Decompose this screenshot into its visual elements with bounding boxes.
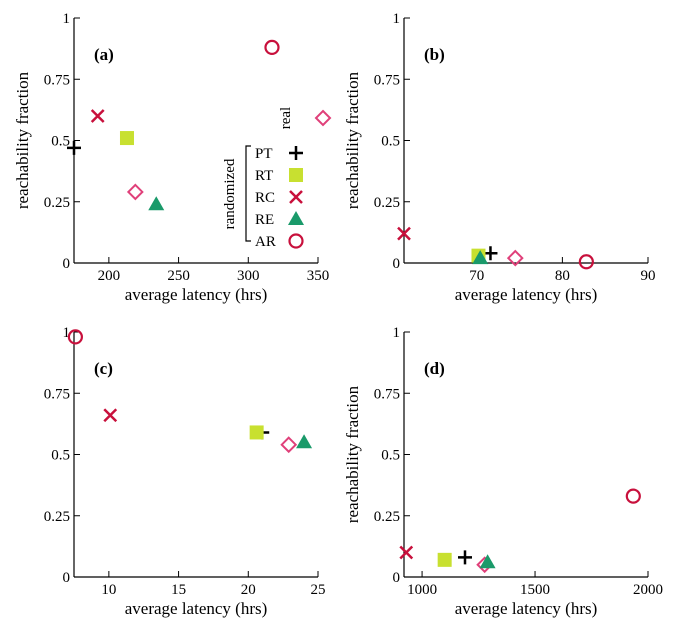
y-tick-label: 0.25 [44,509,70,525]
data-point-real [280,436,298,454]
y-tick-label: 0.25 [44,195,70,211]
x-tick-label: 25 [311,582,326,598]
x-tick-label: 70 [469,268,484,284]
x-tick-label: 200 [98,268,121,284]
x-tick-label: 1000 [407,582,437,598]
y-tick-label: 0.75 [374,72,400,88]
y-tick-label: 0.75 [44,72,70,88]
legend: real randomized PT RT RC RE AR [222,107,332,250]
legend-marker-re [288,211,304,225]
x-tick-label: 10 [101,582,116,598]
data-point-ar [578,254,594,270]
x-tick-label: 20 [241,582,256,598]
data-point-pt [458,550,472,565]
x-tick-label: 15 [171,582,186,598]
y-tick-label: 0.75 [374,386,400,402]
x-tick-label: 1500 [520,582,550,598]
data-point-rc [103,408,118,423]
x-tick-label: 300 [237,268,260,284]
chart-panel: 0 0.25 0.5 0.75 1 10 15 20 25 average latency (hr… [44,325,326,618]
data-point-ar [264,39,280,56]
y-tick-label: 1 [393,325,401,341]
legend-item-rt: RT [255,168,273,184]
data-point-real [506,249,524,267]
y-tick-label: 0 [393,256,401,272]
legend-marker-rc [289,190,303,204]
x-tick-label: 80 [555,268,570,284]
y-tick-label: 0.5 [51,448,70,464]
legend-item-rc: RC [255,190,275,206]
chart-panel: 0 0.25 0.5 0.75 1 200 250 300 350 average latency… [13,11,329,304]
data-point-ar [67,329,83,345]
data-point-real [126,183,144,201]
x-axis-label: average latency (hrs) [125,599,268,618]
legend-marker-rt [289,168,303,182]
legend-bracket [245,145,251,242]
y-tick-label: 0 [63,570,71,586]
panel-label: (b) [424,45,445,64]
legend-real-label: real [278,107,294,129]
data-point-pt [67,140,81,155]
data-point-rt [437,552,452,567]
data-point-ar [625,488,641,504]
x-axis-label: average latency (hrs) [455,599,598,618]
panel-label: (a) [94,45,114,64]
y-axis-label: reachability fraction [343,71,362,209]
x-tick-label: 250 [167,268,190,284]
y-tick-label: 1 [63,325,71,341]
legend-marker-pt [289,146,303,160]
data-point-re [472,250,489,265]
y-tick-label: 0 [63,256,71,272]
x-tick-label: 2000 [633,582,663,598]
chart-panel: 0 0.25 0.5 0.75 1 1000 1500 2000 average latency… [343,325,663,618]
y-axis-label: reachability fraction [13,71,32,209]
chart-panel: 0 0.25 0.5 0.75 1 70 80 90 average latency (hrs)… [343,11,656,304]
data-point-pt [483,246,498,261]
data-point-re [479,554,496,569]
x-tick-label: 350 [307,268,330,284]
data-point-rt [119,131,134,146]
data-point-rc [90,109,105,123]
y-axis-label: reachability fraction [343,385,362,523]
data-point-rc [399,545,414,560]
y-tick-label: 1 [393,11,401,27]
y-tick-label: 0.5 [381,448,400,464]
x-axis-label: average latency (hrs) [125,285,268,304]
data-point-re [148,196,165,211]
legend-marker-ar [288,233,304,249]
y-tick-label: 1 [63,11,71,27]
panel-label: (c) [94,359,113,378]
y-tick-label: 0.5 [381,134,400,150]
legend-item-pt: PT [255,146,273,162]
y-tick-label: 0.75 [44,386,70,402]
x-axis-label: average latency (hrs) [455,285,598,304]
x-tick-label: 90 [641,268,656,284]
y-tick-label: 0.25 [374,509,400,525]
panel-label: (d) [424,359,445,378]
y-tick-label: 0.25 [374,195,400,211]
legend-randomized-label: randomized [222,158,238,229]
data-point-re [296,434,313,449]
data-point-rt [249,425,264,440]
legend-marker-real [314,109,332,127]
y-tick-label: 0 [393,570,401,586]
y-tick-label: 0.5 [51,134,70,150]
data-point-rc [397,226,411,241]
legend-item-re: RE [255,212,274,228]
legend-item-ar: AR [255,234,276,250]
